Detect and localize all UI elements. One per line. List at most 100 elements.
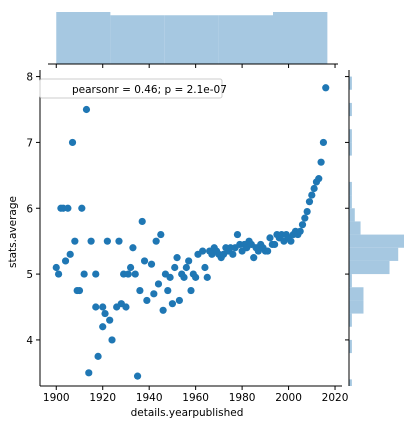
scatter-point [115,237,123,245]
x-histogram-bar [273,12,328,64]
scatter-point [85,369,93,377]
scatter-points [52,84,330,380]
x-tick-label: 1920 [89,392,116,404]
scatter-point [287,237,295,245]
scatter-point [298,221,307,229]
scatter-point [264,247,272,255]
y-histogram-bar [349,221,361,235]
x-tick-label: 2020 [322,392,349,404]
scatter-point [101,309,109,318]
scatter-point [187,286,195,295]
y-tick-label: 4 [26,335,33,347]
x-histogram-bar [110,15,165,64]
y-histogram-bar [349,234,404,248]
scatter-point [171,263,179,272]
legend-text: pearsonr = 0.46; p = 2.1e-07 [72,84,227,96]
scatter-point [99,323,107,331]
scatter-point [201,263,209,272]
scatter-point [180,273,188,281]
scatter-point [147,260,156,268]
x-tick-label: 2000 [275,392,302,404]
scatter-point [94,352,102,360]
scatter-point [78,204,86,212]
scatter-point [138,217,146,226]
scatter-point [136,286,144,295]
scatter-point [317,158,325,166]
x-axis-ticks: 1900 1920 1940 1960 1980 2000 2020 [43,386,349,404]
scatter-point [75,286,84,295]
scatter-point [173,254,181,262]
scatter-point [308,191,316,199]
scatter-point [54,270,63,278]
y-histogram-bar [349,129,352,143]
scatter-point [92,303,100,311]
y-histogram-bar [349,195,352,209]
y-histogram-bar [349,76,352,90]
scatter-point [310,184,318,193]
y-histogram-bar [349,181,352,196]
x-marginal-histogram [48,12,338,68]
y-axis-label: stats.average [7,196,19,268]
x-tick-label: 1900 [43,392,70,404]
legend-box [39,78,223,99]
scatter-point [150,290,158,298]
scatter-point [99,303,107,311]
scatter-point [157,230,165,239]
scatter-point [296,227,304,235]
scatter-point [159,306,167,314]
x-histogram-bar [164,15,219,64]
scatter-point [52,263,60,272]
y-histogram-bar [349,300,364,314]
scatter-point [122,303,130,311]
scatter-point [203,273,211,281]
scatter-point [250,254,258,262]
y-histogram-bar [349,260,390,275]
scatter-point [127,263,135,272]
scatter-point [124,270,132,278]
scatter-point [143,296,151,305]
x-tick-label: 1980 [229,392,256,404]
scatter-point [315,175,323,183]
legend: pearsonr = 0.46; p = 2.1e-07 [39,78,227,99]
y-histogram-bar [349,208,355,222]
scatter-point [229,250,237,258]
x-axis-label: details.yearpublished [131,407,244,419]
scatter-point [87,237,95,245]
y-tick-label: 8 [26,72,33,84]
scatter-point [199,247,207,255]
y-histogram-bar [349,142,352,156]
scatter-point [133,372,142,380]
y-tick-label: 6 [26,203,33,215]
y-axis-ticks: 4 5 6 7 8 [26,72,40,347]
main-axes [39,70,342,387]
scatter-point [182,263,190,272]
x-tick-label: 1940 [136,392,163,404]
y-histogram-bar [349,313,352,327]
scatter-point [166,273,174,281]
scatter-point [103,237,111,245]
scatter-point [140,257,149,265]
scatter-point [154,280,163,288]
scatter-point [92,270,100,278]
scatter-point [68,138,77,147]
y-histogram-bar [349,102,352,117]
scatter-point [175,296,183,305]
scatter-point [322,84,330,92]
scatter-point [131,270,139,278]
y-histogram-bar [349,339,352,354]
scatter-point [168,300,177,308]
scatter-point [266,234,274,242]
scatter-point [303,207,311,216]
scatter-point [64,204,72,212]
y-histogram-bar [349,247,399,261]
scatter-point [66,250,74,258]
scatter-point [271,240,279,249]
scatter-point [152,237,160,245]
scatter-point [305,198,314,206]
y-histogram-bar [349,287,364,301]
scatter-point [82,105,91,114]
y-tick-label: 7 [26,137,33,149]
scatter-point [301,214,309,222]
scatter-point [319,138,328,147]
